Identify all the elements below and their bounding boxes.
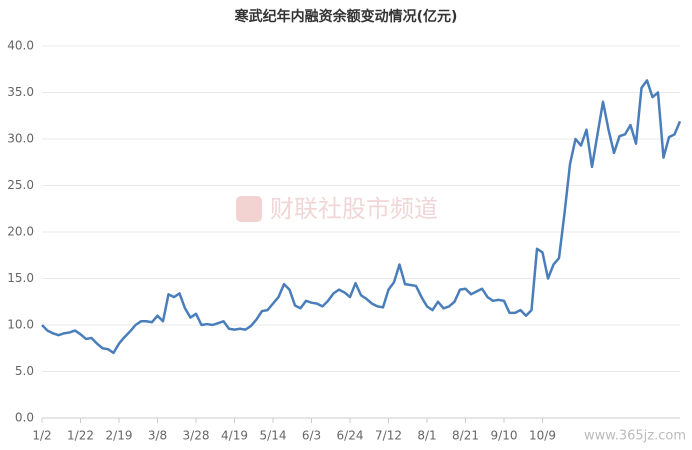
y-tick-label: 10.0 [7, 318, 34, 332]
y-tick-label: 5.0 [15, 364, 34, 378]
y-tick-label: 35.0 [7, 85, 34, 99]
x-tick-label: 9/10 [491, 429, 518, 443]
y-tick-label: 15.0 [7, 271, 34, 285]
x-tick-label: 5/14 [260, 429, 287, 443]
source-watermark: www.365jz.com [584, 429, 686, 444]
watermark-logo [236, 196, 262, 222]
x-tick-label: 1/2 [32, 429, 51, 443]
x-tick-label: 6/3 [302, 429, 321, 443]
data-line [41, 79, 682, 355]
watermark: 财联社股市频道 [270, 195, 438, 223]
x-tick-label: 2/19 [106, 429, 133, 443]
x-tick-label: 3/28 [183, 429, 210, 443]
x-tick-label: 10/9 [529, 429, 556, 443]
x-tick-label: 3/8 [148, 429, 167, 443]
y-tick-label: 40.0 [7, 39, 34, 53]
x-tick-label: 8/21 [452, 429, 479, 443]
x-tick-label: 6/24 [337, 429, 364, 443]
x-tick-label: 7/12 [375, 429, 402, 443]
y-tick-label: 25.0 [7, 178, 34, 192]
y-tick-label: 0.0 [15, 411, 34, 425]
x-tick-label: 4/19 [221, 429, 248, 443]
y-tick-label: 30.0 [7, 132, 34, 146]
chart-title: 寒武纪年内融资余额变动情况(亿元) [235, 8, 458, 25]
y-tick-label: 20.0 [7, 225, 34, 239]
x-tick-label: 1/22 [67, 429, 94, 443]
x-tick-label: 8/1 [417, 429, 436, 443]
